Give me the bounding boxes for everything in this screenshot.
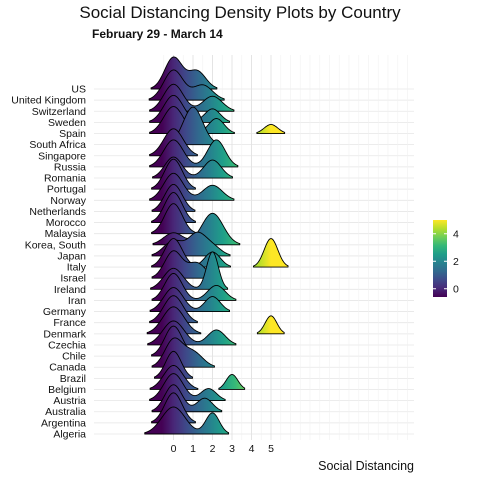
y-tick-label: Austria <box>53 395 86 407</box>
x-tick-label: 5 <box>268 443 274 455</box>
y-tick-label: Algeria <box>53 429 86 441</box>
legend-colorbar <box>433 220 447 297</box>
legend-tick-label: 2 <box>453 256 459 268</box>
density-ridge <box>144 406 230 435</box>
y-tick-label: Iran <box>68 295 86 307</box>
y-tick-label: Spain <box>59 128 86 140</box>
y-tick-label: Czechia <box>48 339 86 351</box>
y-tick-label: Russia <box>54 161 86 173</box>
y-tick-label: Israel <box>60 273 86 285</box>
y-tick-label: Korea, South <box>25 239 86 251</box>
y-tick-label: Portugal <box>47 184 86 196</box>
y-tick-label: Brazil <box>60 373 86 385</box>
y-tick-label: Japan <box>57 250 86 262</box>
y-tick-label: Malaysia <box>45 228 87 240</box>
y-tick-label: US <box>71 84 86 96</box>
density-ridge <box>151 203 196 235</box>
y-tick-label: Denmark <box>43 328 86 340</box>
y-tick-label: Italy <box>67 262 87 274</box>
y-tick-label: Germany <box>43 306 87 318</box>
y-tick-label: Australia <box>45 406 86 418</box>
y-tick-label: France <box>53 317 86 329</box>
y-tick-label: Belgium <box>48 384 86 396</box>
x-tick-label: 1 <box>190 443 196 455</box>
chart-subtitle: February 29 - March 14 <box>92 27 223 41</box>
legend-tick-label: 4 <box>453 228 459 240</box>
density-ridge <box>256 315 285 335</box>
y-axis-country-labels: AlgeriaArgentinaAustraliaAustriaBelgiumB… <box>11 84 86 441</box>
y-tick-label: South Africa <box>29 139 86 151</box>
density-ridge <box>253 238 289 268</box>
x-tick-label: 4 <box>249 443 255 455</box>
density-ridge <box>146 306 202 335</box>
y-tick-label: Canada <box>49 362 86 374</box>
y-tick-label: United Kingdom <box>11 95 86 107</box>
density-ridge <box>154 350 193 379</box>
y-tick-label: Ireland <box>54 284 86 296</box>
color-legend: 0 2 4 <box>433 220 459 297</box>
y-tick-label: Romania <box>44 173 86 185</box>
grid-lines <box>94 55 414 440</box>
x-axis-tick-labels: 0 1 2 3 4 5 <box>171 443 275 455</box>
x-tick-label: 2 <box>210 443 216 455</box>
y-tick-label: Switzerland <box>32 106 86 118</box>
y-tick-label: Norway <box>50 195 86 207</box>
y-tick-label: Chile <box>62 351 86 363</box>
density-ridge <box>256 124 286 134</box>
y-tick-label: Argentina <box>41 417 86 429</box>
y-tick-label: Netherlands <box>29 206 86 218</box>
y-tick-label: Sweden <box>48 117 86 129</box>
x-axis-label: Social Distancing <box>318 459 414 473</box>
density-ridges <box>144 56 289 435</box>
density-ridge <box>218 374 246 390</box>
y-tick-label: Morocco <box>46 217 86 229</box>
x-tick-label: 3 <box>229 443 235 455</box>
x-tick-label: 0 <box>171 443 177 455</box>
chart-title: Social Distancing Density Plots by Count… <box>79 3 401 22</box>
y-tick-label: Singapore <box>38 150 86 162</box>
legend-tick-label: 0 <box>453 283 459 295</box>
